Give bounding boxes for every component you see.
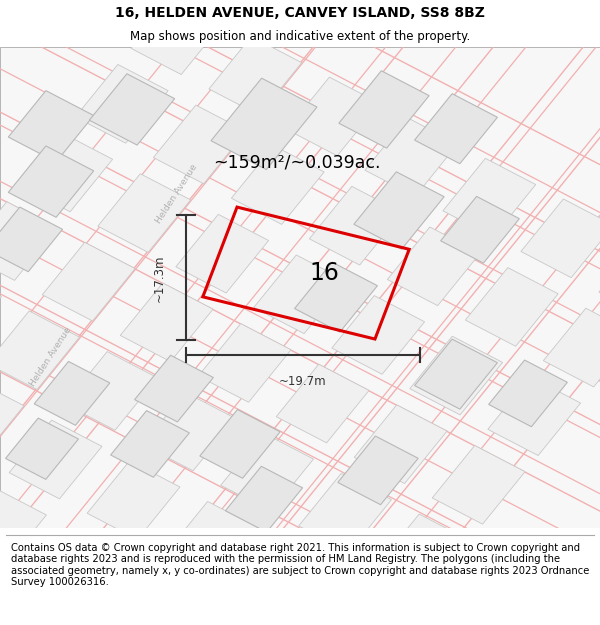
Polygon shape xyxy=(8,91,94,162)
Polygon shape xyxy=(0,207,62,272)
Polygon shape xyxy=(211,78,317,169)
Polygon shape xyxy=(432,446,525,524)
Polygon shape xyxy=(9,420,102,499)
Polygon shape xyxy=(8,146,94,217)
Polygon shape xyxy=(87,461,180,539)
Polygon shape xyxy=(98,174,191,253)
Text: 16: 16 xyxy=(309,261,339,285)
Polygon shape xyxy=(377,514,469,592)
Polygon shape xyxy=(415,339,497,409)
Polygon shape xyxy=(287,77,380,156)
Polygon shape xyxy=(209,36,302,115)
Polygon shape xyxy=(0,270,2,349)
Polygon shape xyxy=(20,133,113,212)
Polygon shape xyxy=(110,570,202,625)
Polygon shape xyxy=(339,71,429,148)
Polygon shape xyxy=(488,377,581,456)
Polygon shape xyxy=(599,239,600,318)
Text: ~159m²/~0.039ac.: ~159m²/~0.039ac. xyxy=(213,153,380,171)
Polygon shape xyxy=(243,542,336,621)
Polygon shape xyxy=(388,227,480,306)
Polygon shape xyxy=(0,379,24,458)
Polygon shape xyxy=(254,255,347,334)
Polygon shape xyxy=(410,336,503,415)
Polygon shape xyxy=(232,146,324,224)
Polygon shape xyxy=(226,466,302,532)
Polygon shape xyxy=(521,199,600,278)
Polygon shape xyxy=(365,118,458,196)
Polygon shape xyxy=(134,355,214,422)
Polygon shape xyxy=(0,311,80,389)
Polygon shape xyxy=(276,364,369,443)
Polygon shape xyxy=(131,0,224,74)
Polygon shape xyxy=(154,105,246,184)
Polygon shape xyxy=(198,324,291,402)
Polygon shape xyxy=(299,473,391,552)
Polygon shape xyxy=(295,262,377,332)
Polygon shape xyxy=(466,268,558,346)
Polygon shape xyxy=(34,361,110,425)
Polygon shape xyxy=(221,432,314,511)
Text: Contains OS data © Crown copyright and database right 2021. This information is : Contains OS data © Crown copyright and d… xyxy=(11,542,589,588)
Polygon shape xyxy=(0,489,46,568)
Polygon shape xyxy=(310,186,402,265)
Polygon shape xyxy=(544,308,600,387)
Polygon shape xyxy=(110,411,190,478)
Polygon shape xyxy=(354,405,447,484)
Polygon shape xyxy=(42,242,135,321)
Polygon shape xyxy=(143,392,236,471)
Polygon shape xyxy=(415,94,497,164)
Polygon shape xyxy=(76,64,168,143)
Text: 16, HELDEN AVENUE, CANVEY ISLAND, SS8 8BZ: 16, HELDEN AVENUE, CANVEY ISLAND, SS8 8B… xyxy=(115,6,485,20)
Text: Helden Avenue: Helden Avenue xyxy=(29,326,73,389)
Polygon shape xyxy=(176,214,269,293)
Text: Helden Avenue: Helden Avenue xyxy=(155,162,199,225)
Polygon shape xyxy=(0,202,57,281)
Polygon shape xyxy=(440,196,520,263)
Polygon shape xyxy=(443,158,536,237)
Text: Map shows position and indicative extent of the property.: Map shows position and indicative extent… xyxy=(130,30,470,43)
Text: ~19.7m: ~19.7m xyxy=(279,375,327,388)
Polygon shape xyxy=(338,436,418,505)
Polygon shape xyxy=(120,283,213,362)
Polygon shape xyxy=(32,529,124,608)
Polygon shape xyxy=(165,501,258,580)
Polygon shape xyxy=(354,172,444,249)
Text: ~17.3m: ~17.3m xyxy=(152,254,166,302)
Polygon shape xyxy=(488,360,568,427)
Polygon shape xyxy=(332,296,425,374)
Polygon shape xyxy=(65,351,158,430)
Polygon shape xyxy=(89,74,175,145)
Polygon shape xyxy=(200,409,280,478)
Polygon shape xyxy=(5,418,79,479)
